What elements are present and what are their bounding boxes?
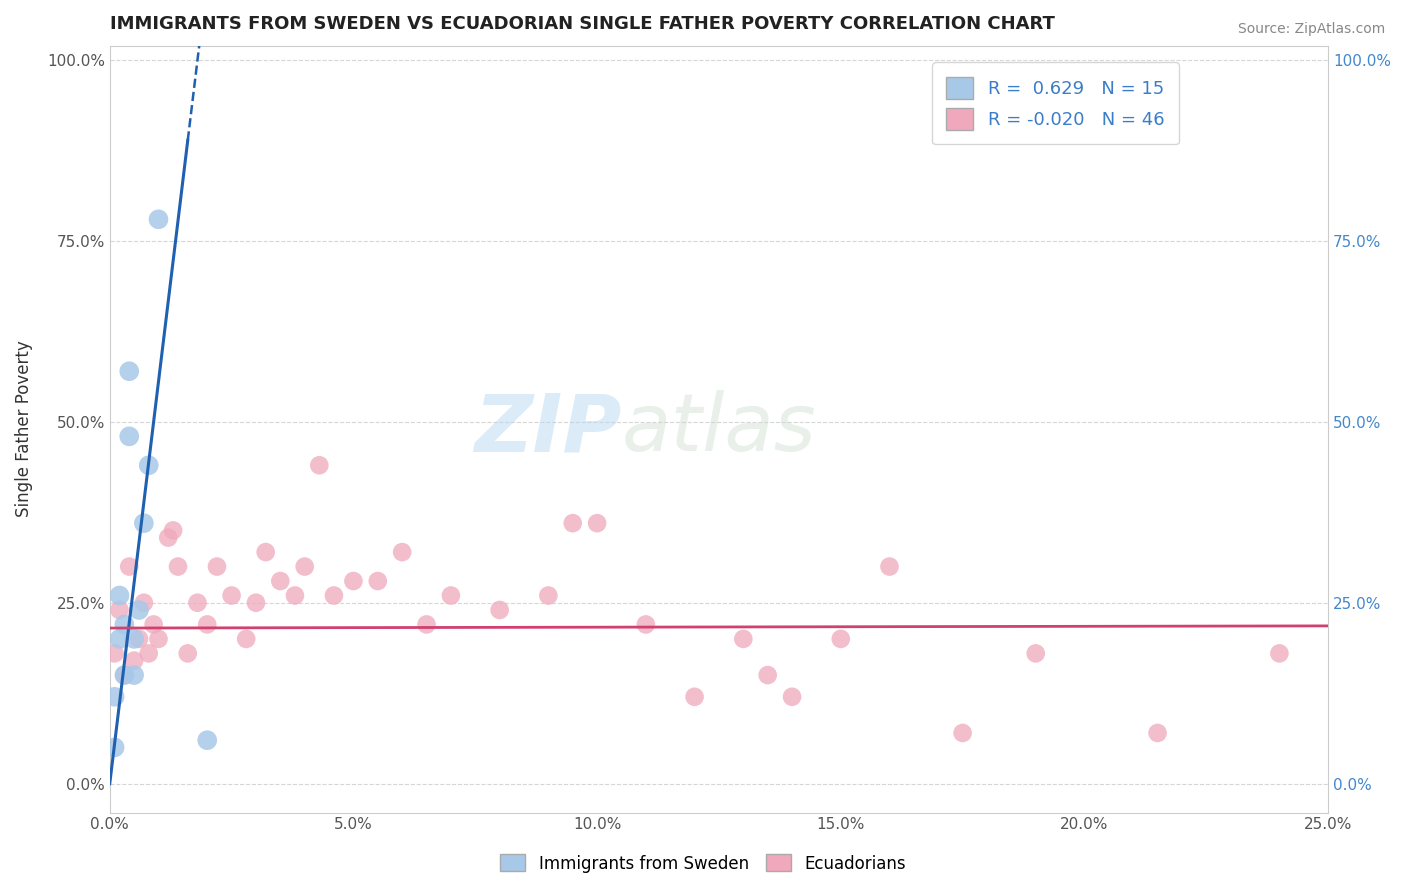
Point xyxy=(186,596,208,610)
Point xyxy=(112,668,135,682)
Point xyxy=(118,364,141,378)
Point xyxy=(157,531,180,545)
Point xyxy=(162,524,184,538)
Point xyxy=(108,589,131,603)
Point xyxy=(756,668,779,682)
Text: ZIP: ZIP xyxy=(474,390,621,468)
Point xyxy=(308,458,330,473)
Point xyxy=(112,617,135,632)
Point xyxy=(683,690,706,704)
Point xyxy=(138,646,160,660)
Point xyxy=(634,617,657,632)
Point xyxy=(537,589,560,603)
Point xyxy=(342,574,364,588)
Point xyxy=(269,574,291,588)
Point xyxy=(122,668,145,682)
Point xyxy=(733,632,755,646)
Point xyxy=(415,617,437,632)
Point xyxy=(138,458,160,473)
Point xyxy=(104,740,127,755)
Point xyxy=(104,690,127,704)
Point xyxy=(142,617,165,632)
Point xyxy=(118,559,141,574)
Point xyxy=(294,559,316,574)
Point xyxy=(440,589,463,603)
Point xyxy=(205,559,228,574)
Point xyxy=(128,603,150,617)
Point xyxy=(221,589,243,603)
Point xyxy=(132,516,155,530)
Point xyxy=(104,646,127,660)
Point xyxy=(235,632,257,646)
Point xyxy=(952,726,974,740)
Point xyxy=(284,589,307,603)
Point xyxy=(112,668,135,682)
Point xyxy=(148,632,170,646)
Text: atlas: atlas xyxy=(621,390,817,468)
Point xyxy=(167,559,190,574)
Point xyxy=(177,646,200,660)
Point xyxy=(323,589,346,603)
Point xyxy=(1268,646,1291,660)
Point xyxy=(561,516,583,530)
Text: IMMIGRANTS FROM SWEDEN VS ECUADORIAN SINGLE FATHER POVERTY CORRELATION CHART: IMMIGRANTS FROM SWEDEN VS ECUADORIAN SIN… xyxy=(110,15,1054,33)
Point xyxy=(118,429,141,443)
Point xyxy=(830,632,852,646)
Point xyxy=(245,596,267,610)
Point xyxy=(108,603,131,617)
Point xyxy=(879,559,901,574)
Point xyxy=(128,632,150,646)
Text: Source: ZipAtlas.com: Source: ZipAtlas.com xyxy=(1237,22,1385,37)
Point xyxy=(122,654,145,668)
Point xyxy=(132,596,155,610)
Legend: Immigrants from Sweden, Ecuadorians: Immigrants from Sweden, Ecuadorians xyxy=(494,847,912,880)
Point xyxy=(488,603,510,617)
Point xyxy=(254,545,277,559)
Point xyxy=(108,632,131,646)
Point xyxy=(1025,646,1047,660)
Y-axis label: Single Father Poverty: Single Father Poverty xyxy=(15,341,32,517)
Point xyxy=(367,574,389,588)
Point xyxy=(122,632,145,646)
Point xyxy=(391,545,413,559)
Point xyxy=(780,690,803,704)
Point xyxy=(586,516,609,530)
Point xyxy=(195,733,218,747)
Point xyxy=(1146,726,1168,740)
Point xyxy=(148,212,170,227)
Legend: R =  0.629   N = 15, R = -0.020   N = 46: R = 0.629 N = 15, R = -0.020 N = 46 xyxy=(932,62,1180,145)
Point xyxy=(195,617,218,632)
